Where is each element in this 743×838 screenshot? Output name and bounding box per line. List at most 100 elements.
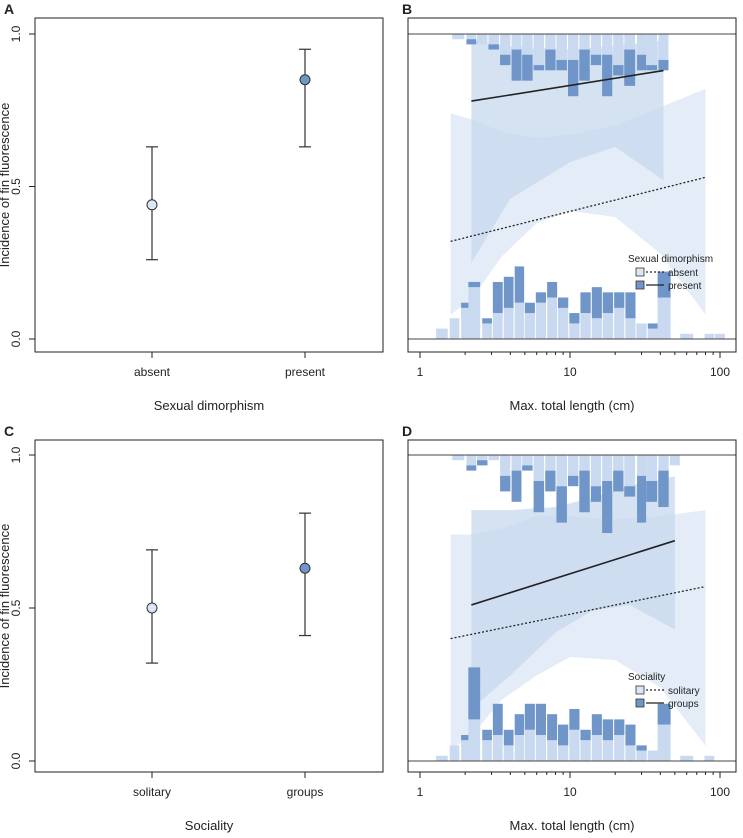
hist-bottom-dark-bar xyxy=(524,703,535,730)
hist-top-light-bar xyxy=(590,455,602,487)
hist-bottom-light-bar xyxy=(657,724,671,761)
hist-bottom-light-bar xyxy=(492,313,503,339)
hist-bottom-light-bar xyxy=(461,307,470,339)
hist-bottom-dark-bar xyxy=(591,714,602,735)
fit-line-present xyxy=(471,69,664,102)
panel-d: 1 10 100 Max. total length (cm) Socialitysol… xyxy=(407,439,737,833)
fit-line-solitary xyxy=(450,585,706,640)
hist-bottom-dark-bar xyxy=(492,281,503,314)
hist-top-dark-bar xyxy=(602,481,613,534)
panel-b: 1 10 100 Max. total length (cm) Sexual dimor… xyxy=(407,17,737,413)
hist-bottom-light-bar xyxy=(715,333,725,339)
hist-bottom-dark-bar xyxy=(492,703,503,735)
hist-top-dark-bar xyxy=(511,49,522,81)
x-tick-label: 1 xyxy=(417,365,424,379)
y-tick-label: 0.0 xyxy=(9,330,23,347)
hist-top-dark-bar xyxy=(579,49,590,81)
y-axis-title: Incidence of fin fluorescence xyxy=(0,103,12,268)
hist-bottom-dark-bar xyxy=(503,729,514,746)
hist-top-light-bar xyxy=(511,34,522,50)
hist-bottom-light-bar xyxy=(449,745,460,761)
hist-bottom-dark-bar xyxy=(591,287,602,319)
hist-bottom-light-bar xyxy=(602,740,614,761)
hist-top-dark-bar xyxy=(511,470,522,502)
hist-bottom-light-bar xyxy=(503,745,514,761)
hist-bottom-dark-bar xyxy=(547,281,558,298)
x-axis-title: Sexual dimorphism xyxy=(154,398,265,413)
hist-bottom-light-bar xyxy=(482,323,492,339)
hist-top-dark-bar xyxy=(500,475,511,492)
hist-top-dark-bar xyxy=(522,465,533,471)
hist-bottom-dark-bar xyxy=(461,734,470,741)
hist-bottom-light-bar xyxy=(580,740,591,761)
panel-a: 0.0 0.5 1.0 Incidence of fin fluorescence ab… xyxy=(0,17,384,413)
hist-bottom-dark-bar xyxy=(461,302,470,308)
hist-top-dark-bar xyxy=(658,470,669,508)
y-axis-title: Incidence of fin fluorescence xyxy=(0,524,12,689)
legend-label-absent: absent xyxy=(668,268,698,279)
legend-label-solitary: solitary xyxy=(668,686,700,697)
x-tick-label: solitary xyxy=(133,785,171,799)
hist-bottom-light-bar xyxy=(468,719,481,761)
hist-bottom-dark-bar xyxy=(569,708,580,730)
panel-label-d: D xyxy=(402,423,412,439)
hist-bottom-light-bar xyxy=(558,745,569,761)
y-tick-label: 0.5 xyxy=(9,178,23,195)
hist-top-dark-bar xyxy=(646,481,658,502)
x-tick-label: 1 xyxy=(417,785,424,799)
hist-top-dark-bar xyxy=(477,460,488,466)
hist-bottom-dark-bar xyxy=(625,724,636,746)
hist-bottom-light-bar xyxy=(468,287,481,339)
hist-top-light-bar xyxy=(658,455,669,471)
hist-bottom-light-bar xyxy=(591,318,602,339)
ci-band-present xyxy=(471,40,664,263)
data-point-groups xyxy=(299,562,311,574)
hist-bottom-light-bar xyxy=(602,313,614,339)
hist-top-dark-bar xyxy=(637,54,647,71)
hist-bottom-dark-bar xyxy=(614,292,625,308)
hist-top-light-bar xyxy=(511,455,522,471)
hist-bottom-light-bar xyxy=(535,734,547,761)
hist-bottom-dark-bar xyxy=(482,729,492,741)
hist-top-light-bar xyxy=(477,455,488,461)
plot-frame xyxy=(407,17,737,353)
hist-bottom-dark-bar xyxy=(514,266,525,303)
hist-bottom-dark-bar xyxy=(535,703,547,735)
x-axis-title: Max. total length (cm) xyxy=(510,818,635,833)
hist-top-light-bar xyxy=(624,34,636,50)
hist-bottom-dark-bar xyxy=(657,271,671,298)
hist-top-light-bar xyxy=(500,34,511,55)
hist-top-light-bar xyxy=(488,455,499,461)
x-tick-label: 100 xyxy=(710,365,730,379)
hist-top-light-bar xyxy=(466,455,477,466)
ci-band-groups xyxy=(471,476,675,709)
panel-label-a: A xyxy=(4,1,14,17)
hist-top-light-bar xyxy=(637,455,647,476)
hist-top-dark-bar xyxy=(466,39,477,45)
hist-bottom-light-bar xyxy=(704,755,715,761)
hist-top-light-bar xyxy=(637,34,647,55)
legend-label-groups: groups xyxy=(668,699,699,710)
y-tick-label: 0.0 xyxy=(9,752,23,769)
hist-top-light-bar xyxy=(669,455,680,466)
hist-top-light-bar xyxy=(556,455,567,487)
x-tick-label: groups xyxy=(287,785,324,799)
panel-c: 0.0 0.5 1.0 Incidence of fin fluorescence so… xyxy=(0,439,384,833)
hist-bottom-light-bar xyxy=(569,323,580,339)
hist-top-dark-bar xyxy=(522,54,533,81)
hist-top-dark-bar xyxy=(613,65,624,76)
hist-top-light-bar xyxy=(579,455,590,471)
hist-bottom-light-bar xyxy=(614,734,625,761)
hist-bottom-light-bar xyxy=(436,328,448,339)
hist-top-light-bar xyxy=(556,34,567,60)
hist-bottom-dark-bar xyxy=(602,292,614,314)
plot-frame xyxy=(34,439,384,773)
hist-top-dark-bar xyxy=(556,59,567,71)
hist-top-light-bar xyxy=(477,34,488,45)
hist-top-dark-bar xyxy=(590,54,602,66)
hist-bottom-light-bar xyxy=(503,307,514,339)
data-point-solitary xyxy=(146,602,158,614)
hist-top-dark-bar xyxy=(545,470,556,492)
hist-bottom-light-bar xyxy=(680,755,694,761)
